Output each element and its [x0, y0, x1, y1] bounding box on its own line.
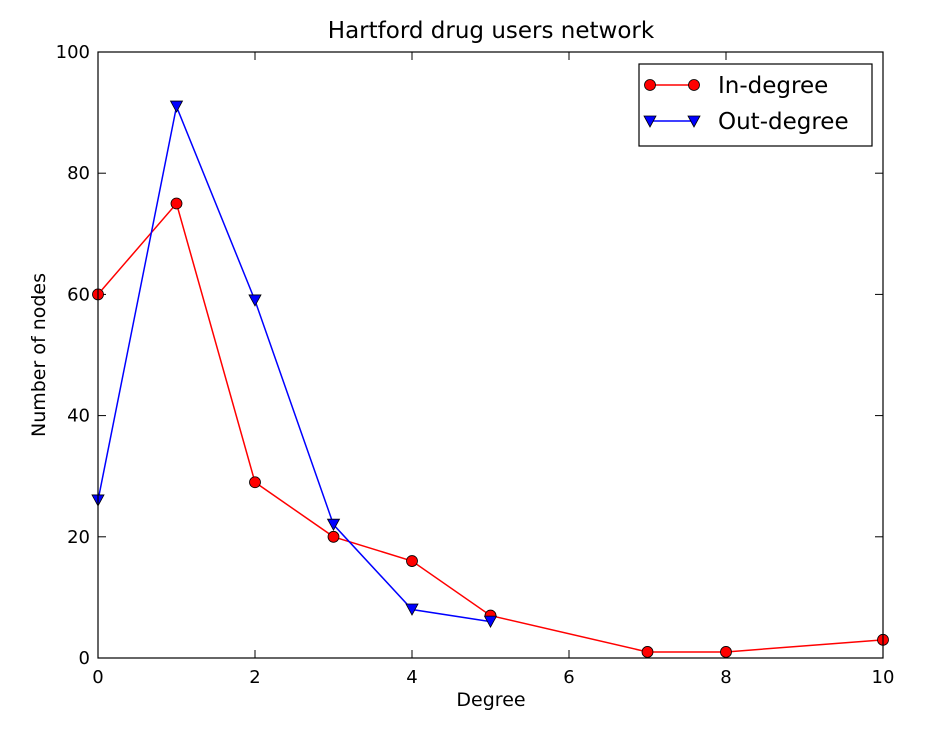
- y-tick-label: 0: [79, 648, 90, 669]
- chart-title: Hartford drug users network: [328, 18, 655, 44]
- x-tick-label: 8: [720, 667, 731, 688]
- legend-marker-in-degree-2: [688, 79, 700, 91]
- data-point-out-degree: [483, 615, 498, 628]
- data-point-out-degree: [248, 294, 262, 307]
- legend-marker-out-degree: [643, 115, 657, 128]
- data-point-in-degree: [170, 197, 183, 210]
- x-tick-label: 10: [872, 667, 895, 688]
- data-point-out-degree: [326, 518, 341, 532]
- y-tick-label: 40: [67, 406, 90, 427]
- x-tick-label: 0: [92, 667, 103, 688]
- x-tick-label: 4: [406, 667, 417, 688]
- x-tick-label: 2: [249, 667, 260, 688]
- plot-frame: [97, 51, 884, 659]
- legend-marker-out-degree-2: [687, 115, 701, 128]
- y-tick-label: 20: [67, 527, 90, 548]
- data-point-in-degree: [249, 476, 261, 489]
- data-point-out-degree: [405, 603, 419, 616]
- x-axis-label: Degree: [456, 689, 525, 711]
- x-tick-label: 6: [563, 667, 574, 688]
- legend-label-out-degree: Out-degree: [718, 109, 849, 135]
- legend: In-degree Out-degree: [638, 63, 873, 147]
- legend-label-in-degree: In-degree: [718, 73, 828, 99]
- y-tick-label: 60: [67, 284, 90, 305]
- data-point-in-degree: [406, 555, 418, 567]
- y-axis-label: Number of nodes: [28, 273, 50, 437]
- legend-marker-in-degree: [644, 79, 656, 91]
- series-line-out-degree: [97, 103, 491, 623]
- y-tick-label: 100: [56, 42, 90, 63]
- legend-frame: [638, 63, 873, 147]
- data-point-in-degree: [641, 646, 654, 658]
- data-point-in-degree: [327, 530, 340, 543]
- data-point-out-degree: [169, 100, 184, 113]
- data-point-in-degree: [720, 646, 732, 658]
- y-tick-label: 80: [67, 163, 90, 184]
